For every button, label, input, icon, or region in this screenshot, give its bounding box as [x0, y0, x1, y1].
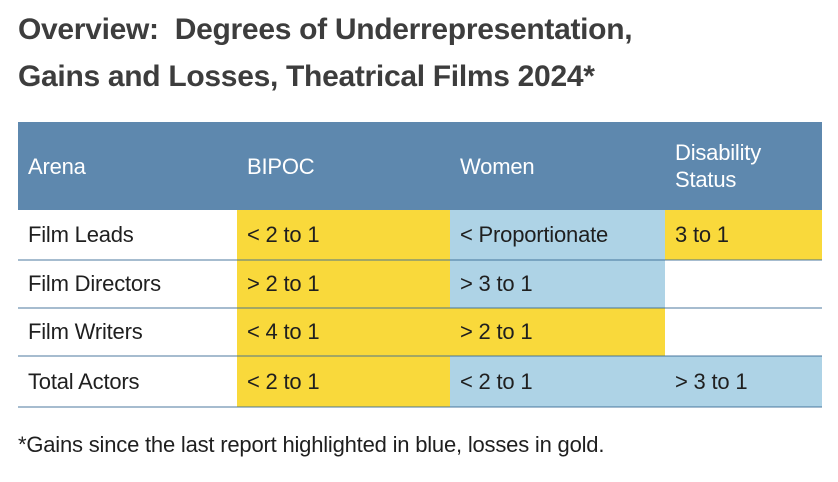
table-cell-disability: 3 to 1	[665, 210, 822, 261]
column-header-women: Women	[450, 122, 665, 210]
row-label: Film Directors	[18, 260, 237, 309]
row-label: Film Leads	[18, 210, 237, 261]
row-label: Total Actors	[18, 356, 237, 408]
table-row-film-leads: Film Leads < 2 to 1 < Proportionate 3 to…	[18, 210, 822, 261]
table-cell-women: < 2 to 1	[450, 356, 665, 408]
table-cell-disability: > 3 to 1	[665, 356, 822, 408]
table-cell-women: < Proportionate	[450, 210, 665, 261]
table-cell-bipoc: < 2 to 1	[237, 210, 450, 261]
page-title: Overview: Degrees of Underrepresentation…	[18, 6, 822, 100]
header-row: Arena BIPOC Women Disability Status	[18, 122, 822, 210]
table-cell-bipoc: < 4 to 1	[237, 308, 450, 357]
footnote: *Gains since the last report highlighted…	[18, 432, 605, 457]
table-cell-women: > 2 to 1	[450, 308, 665, 357]
column-header-arena: Arena	[18, 122, 237, 210]
column-header-disability-status: Disability Status	[665, 122, 822, 210]
table-cell-disability	[665, 308, 822, 357]
page-title-line-2: Gains and Losses, Theatrical Films 2024*	[18, 60, 595, 93]
table-cell-bipoc: > 2 to 1	[237, 260, 450, 309]
table-cell-women: > 3 to 1	[450, 260, 665, 309]
table-row-film-directors: Film Directors > 2 to 1 > 3 to 1	[18, 260, 822, 309]
column-header-bipoc: BIPOC	[237, 122, 450, 210]
page-title-line-1: Overview: Degrees of Underrepresentation…	[18, 13, 633, 46]
table-header: Arena BIPOC Women Disability Status	[18, 122, 822, 210]
table-row-total-actors: Total Actors < 2 to 1 < 2 to 1 > 3 to 1	[18, 356, 822, 408]
table-cell-disability	[665, 260, 822, 309]
underrepresentation-table: Arena BIPOC Women Disability Status Film…	[18, 122, 822, 408]
table-cell-bipoc: < 2 to 1	[237, 356, 450, 408]
table-row-film-writers: Film Writers < 4 to 1 > 2 to 1	[18, 308, 822, 357]
table-body: Film Leads < 2 to 1 < Proportionate 3 to…	[18, 210, 822, 408]
row-label: Film Writers	[18, 308, 237, 357]
